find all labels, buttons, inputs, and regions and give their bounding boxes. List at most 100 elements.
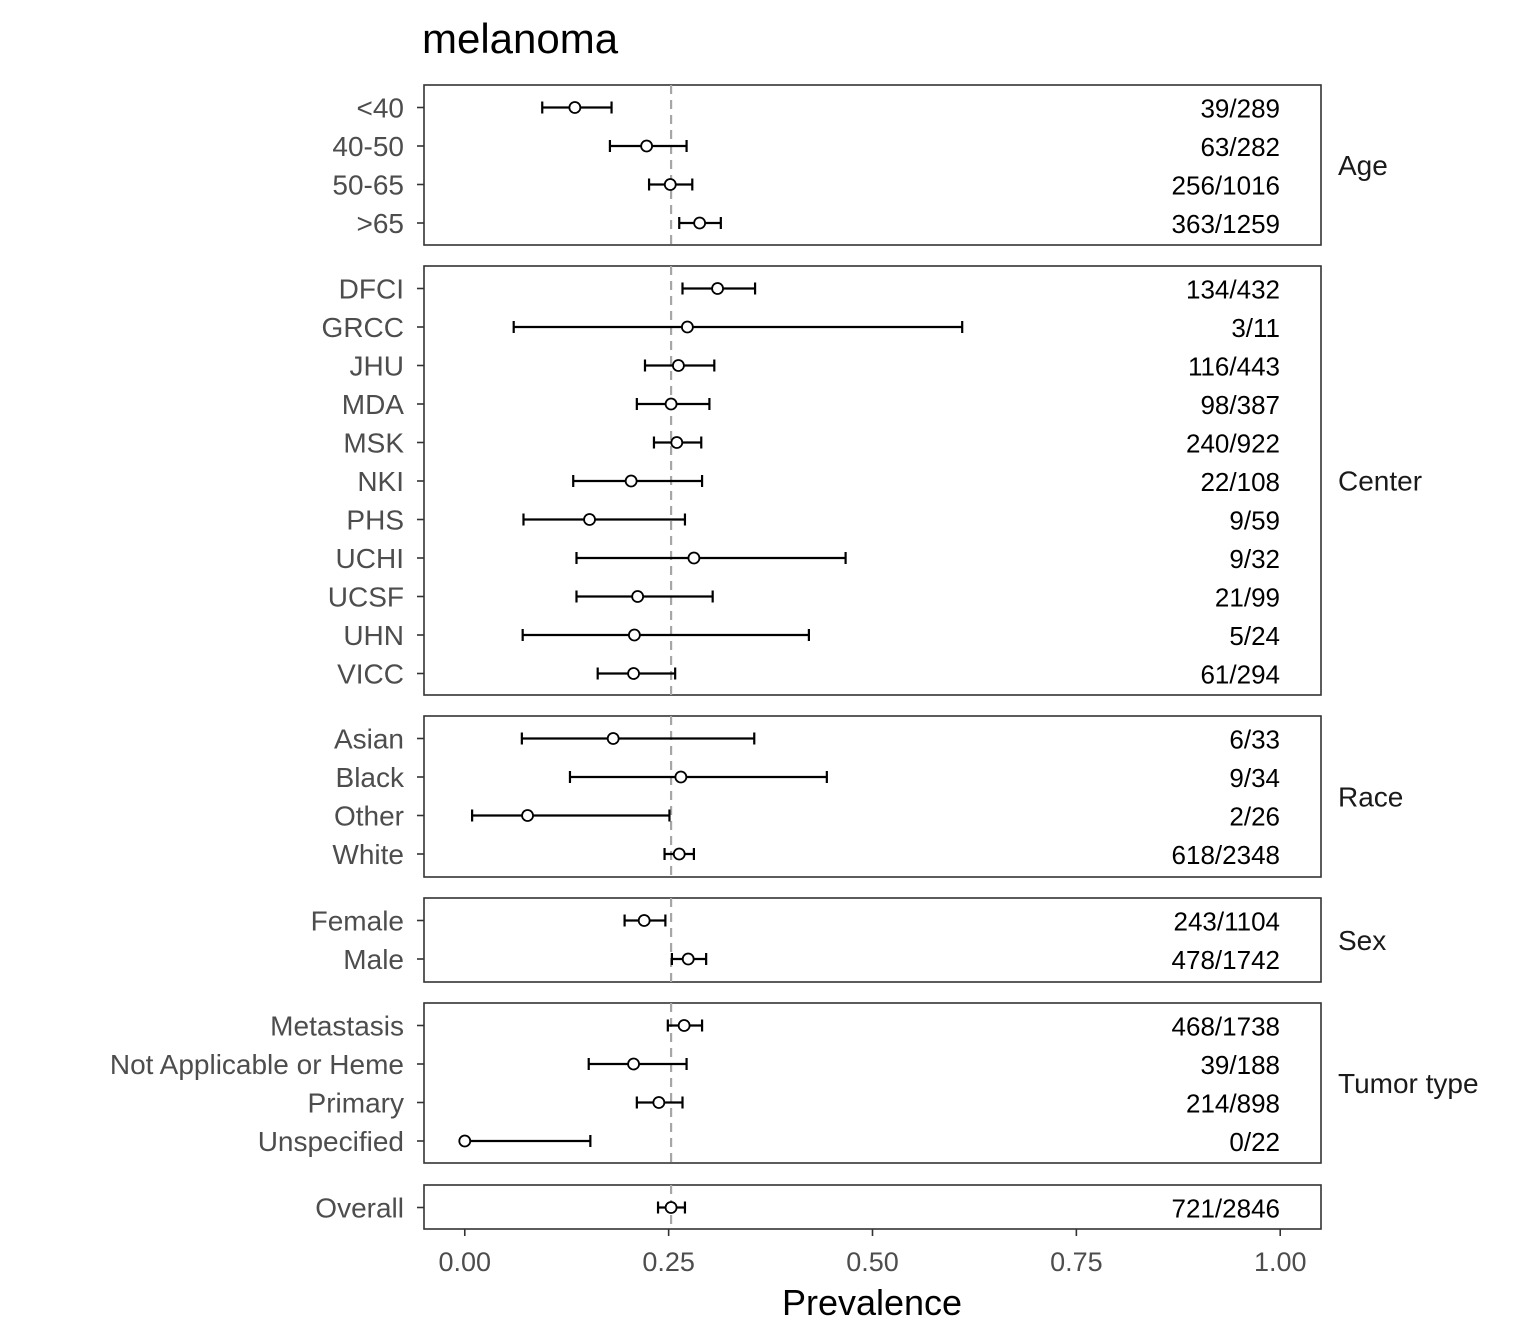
y-tick-label: Other [334, 801, 404, 832]
point-estimate [640, 139, 654, 153]
y-tick-label: DFCI [339, 274, 404, 305]
panel-tumor-type: Tumor type Metastasis 468/1738 Not Applicab… [110, 1002, 1479, 1164]
row-race-2: Other 2/26 [334, 801, 1280, 832]
y-tick-label: PHS [346, 505, 404, 536]
count-label: 6/33 [1229, 725, 1280, 755]
row-center-9: UHN 5/24 [343, 620, 1280, 651]
point-estimate [627, 667, 640, 680]
x-tick-label: 0.50 [846, 1247, 899, 1277]
panel-strip-label: Tumor type [1338, 1068, 1479, 1099]
count-label: 363/1259 [1172, 209, 1280, 239]
panel-center: Center DFCI 134/432 GRCC 3/11 JHU 116/443 MDA 98… [322, 265, 1422, 696]
panel-border [423, 84, 1322, 246]
y-tick-label: MSK [343, 428, 404, 459]
point-estimate [672, 847, 686, 861]
count-label: 3/11 [1231, 313, 1280, 343]
panel-border [423, 897, 1322, 983]
count-label: 39/188 [1200, 1050, 1280, 1080]
y-tick-label: Not Applicable or Heme [110, 1049, 404, 1080]
x-tick-label: 0.75 [1050, 1247, 1103, 1277]
panel-border [423, 265, 1322, 696]
row-sex-1: Male 478/1742 [343, 944, 1280, 975]
point-estimate [627, 1057, 640, 1071]
row-center-2: JHU 116/443 [350, 351, 1280, 382]
point-estimate [687, 551, 701, 565]
count-label: 39/289 [1200, 94, 1280, 124]
point-estimate [568, 101, 582, 114]
row-center-1: GRCC 3/11 [322, 312, 1280, 343]
point-estimate [663, 178, 677, 191]
row-age-2: 50-65 256/1016 [332, 170, 1280, 201]
count-label: 9/34 [1229, 763, 1280, 793]
y-tick-label: GRCC [322, 312, 404, 343]
panel-strip-label: Race [1338, 782, 1403, 813]
row-center-4: MSK 240/922 [343, 428, 1280, 459]
panel-age: Age <40 39/289 40-50 63/282 50-65 256/1016 >65 3… [332, 84, 1388, 246]
panel-sex: Sex Female 243/1104 Male 478/1742 [311, 897, 1386, 983]
point-estimate [631, 590, 645, 603]
point-estimate [627, 628, 641, 642]
row-center-5: NKI 22/108 [357, 466, 1280, 497]
count-label: 214/898 [1186, 1089, 1280, 1119]
y-tick-label: Female [311, 906, 404, 937]
count-label: 256/1016 [1172, 171, 1280, 201]
x-tick-label: 0.25 [642, 1247, 695, 1277]
panel-race: Race Asian 6/33 Black 9/34 Other 2/26 White 618/… [332, 715, 1403, 878]
row-center-3: MDA 98/387 [342, 389, 1280, 420]
row-center-0: DFCI 134/432 [339, 274, 1280, 305]
row-race-1: Black 9/34 [336, 762, 1280, 793]
y-tick-label: UCHI [336, 543, 404, 574]
x-axis-label: Prevalence [782, 1282, 962, 1323]
point-estimate [711, 282, 724, 295]
count-label: 240/922 [1186, 429, 1280, 459]
row-age-3: >65 363/1259 [357, 208, 1281, 239]
count-label: 468/1738 [1172, 1012, 1280, 1042]
y-tick-label: Male [343, 944, 404, 975]
row-center-7: UCHI 9/32 [336, 543, 1280, 574]
point-estimate [672, 359, 685, 372]
row-tumor-type-2: Primary 214/898 [308, 1088, 1280, 1119]
point-estimate [674, 770, 688, 784]
row-center-10: VICC 61/294 [337, 659, 1280, 690]
y-tick-label: White [332, 839, 404, 870]
row-sex-0: Female 243/1104 [311, 906, 1280, 937]
point-estimate [458, 1134, 472, 1148]
point-estimate [677, 1019, 691, 1032]
count-label: 9/32 [1229, 544, 1280, 574]
y-tick-label: Black [336, 762, 405, 793]
panel-overall: Overall 721/2846 [315, 1184, 1322, 1230]
row-tumor-type-0: Metastasis 468/1738 [270, 1011, 1280, 1042]
row-center-8: UCSF 21/99 [328, 582, 1280, 613]
panel-strip-label: Age [1338, 150, 1388, 181]
count-label: 116/443 [1188, 352, 1280, 382]
point-estimate [681, 952, 695, 966]
row-race-0: Asian 6/33 [334, 724, 1280, 755]
y-tick-label: Metastasis [270, 1011, 404, 1042]
row-tumor-type-1: Not Applicable or Heme 39/188 [110, 1049, 1280, 1080]
count-label: 98/387 [1200, 390, 1280, 420]
chart-title: melanoma [422, 15, 619, 62]
x-axis: 0.00 0.25 0.50 0.75 1.00 [438, 1229, 1307, 1277]
y-tick-label: Primary [308, 1088, 404, 1119]
panel-border [423, 1002, 1322, 1164]
y-tick-label: JHU [350, 351, 404, 382]
point-estimate [693, 216, 707, 230]
y-tick-label: MDA [342, 389, 405, 420]
row-center-6: PHS 9/59 [346, 505, 1280, 536]
row-overall-0: Overall 721/2846 [315, 1193, 1280, 1224]
panels-layer: Age <40 39/289 40-50 63/282 50-65 256/1016 >65 3… [110, 84, 1479, 1230]
point-estimate [680, 320, 694, 334]
count-label: 0/22 [1229, 1127, 1280, 1157]
row-tumor-type-3: Unspecified 0/22 [258, 1126, 1280, 1157]
count-label: 21/99 [1215, 583, 1280, 613]
count-label: 61/294 [1200, 660, 1280, 690]
y-tick-label: NKI [357, 466, 404, 497]
count-label: 721/2846 [1172, 1194, 1280, 1224]
point-estimate [664, 397, 678, 411]
count-label: 63/282 [1200, 132, 1280, 162]
y-tick-label: VICC [337, 659, 404, 690]
point-estimate [652, 1096, 666, 1109]
count-label: 22/108 [1200, 467, 1280, 497]
y-tick-label: UHN [343, 620, 404, 651]
